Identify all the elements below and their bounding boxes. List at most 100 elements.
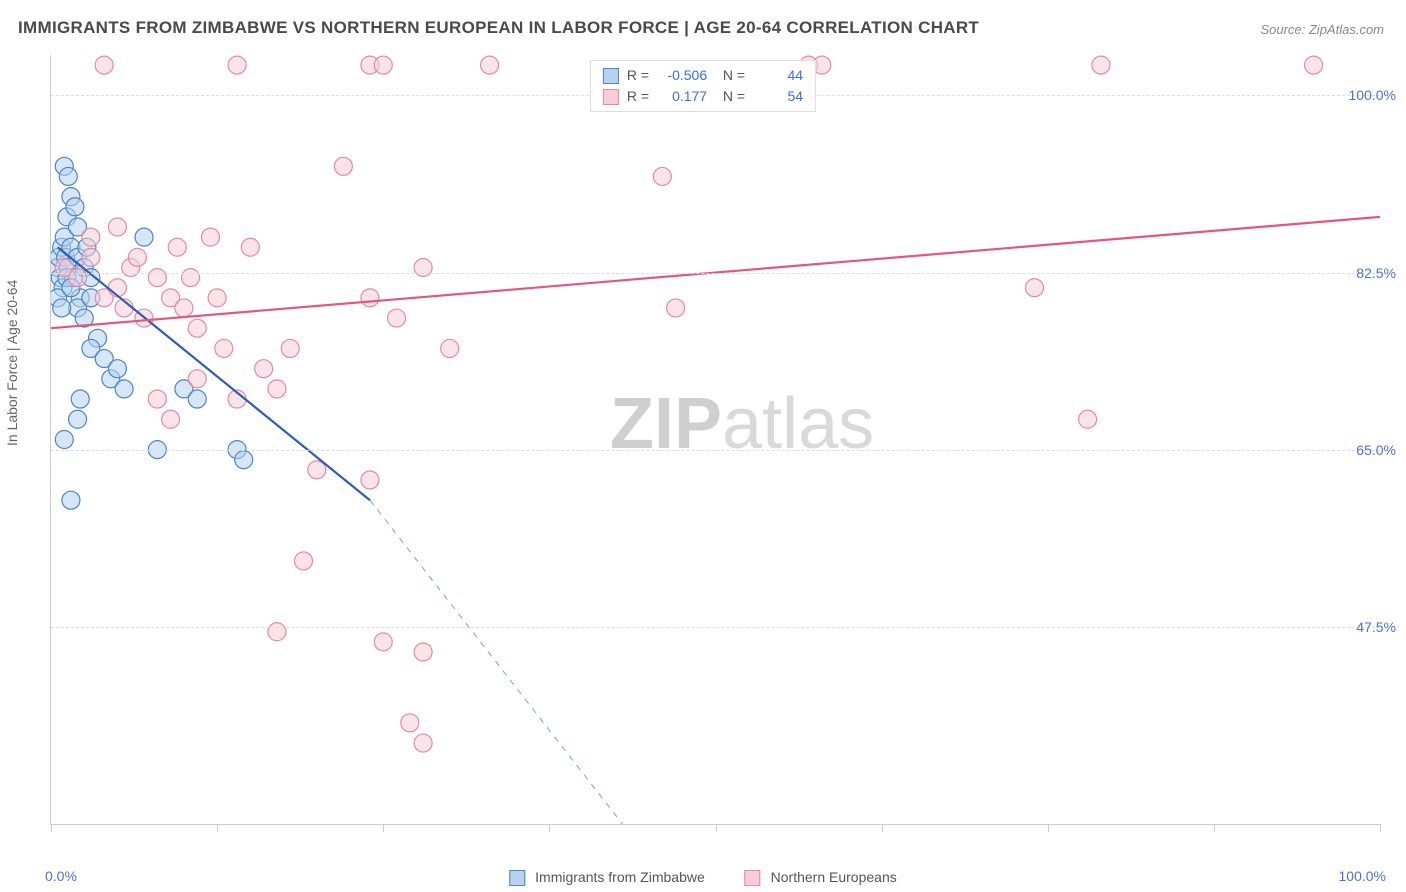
data-point-neuropean xyxy=(414,643,432,661)
stats-r-label: R = xyxy=(627,65,649,86)
data-point-neuropean xyxy=(182,269,200,287)
plot-area: ZIPatlas xyxy=(50,55,1380,825)
x-origin-label: 0.0% xyxy=(45,868,77,884)
legend-label-1: Immigrants from Zimbabwe xyxy=(535,869,705,885)
x-max-label: 100.0% xyxy=(1339,868,1386,884)
data-point-neuropean xyxy=(188,319,206,337)
data-point-zimbabwe xyxy=(53,299,71,317)
data-point-neuropean xyxy=(374,56,392,74)
data-point-neuropean xyxy=(82,228,100,246)
data-point-neuropean xyxy=(69,269,87,287)
data-point-neuropean xyxy=(388,309,406,327)
data-point-neuropean xyxy=(148,390,166,408)
stats-box: R = -0.506 N = 44 R = 0.177 N = 54 xyxy=(590,60,816,112)
data-point-neuropean xyxy=(241,238,259,256)
data-point-neuropean xyxy=(215,339,233,357)
data-point-neuropean xyxy=(175,299,193,317)
xtick xyxy=(1214,824,1215,832)
y-axis-label: In Labor Force | Age 20-64 xyxy=(4,280,20,446)
data-point-neuropean xyxy=(374,633,392,651)
data-point-neuropean xyxy=(208,289,226,307)
legend-item-2: Northern Europeans xyxy=(745,869,897,886)
data-point-zimbabwe xyxy=(235,451,253,469)
data-point-neuropean xyxy=(255,360,273,378)
stats-r-1: -0.506 xyxy=(657,65,707,86)
stats-n-2: 54 xyxy=(753,86,803,107)
data-point-zimbabwe xyxy=(55,431,73,449)
data-point-neuropean xyxy=(268,380,286,398)
data-point-neuropean xyxy=(361,471,379,489)
data-point-neuropean xyxy=(1305,56,1323,74)
data-point-zimbabwe xyxy=(135,228,153,246)
gridline xyxy=(51,450,1380,451)
data-point-neuropean xyxy=(481,56,499,74)
xtick xyxy=(1048,824,1049,832)
legend-bottom: Immigrants from Zimbabwe Northern Europe… xyxy=(509,869,896,886)
data-point-zimbabwe xyxy=(115,380,133,398)
xtick xyxy=(51,824,52,832)
data-point-zimbabwe xyxy=(69,410,87,428)
data-point-neuropean xyxy=(1079,410,1097,428)
data-point-zimbabwe xyxy=(108,360,126,378)
data-point-neuropean xyxy=(653,167,671,185)
source-label: Source: ZipAtlas.com xyxy=(1260,22,1384,37)
chart-container: IMMIGRANTS FROM ZIMBABWE VS NORTHERN EUR… xyxy=(0,0,1406,892)
ytick-label: 47.5% xyxy=(1356,619,1396,635)
legend-swatch-1 xyxy=(509,870,525,886)
data-point-neuropean xyxy=(188,370,206,388)
stats-r-label: R = xyxy=(627,86,649,107)
stats-n-label: N = xyxy=(715,86,745,107)
data-point-neuropean xyxy=(168,238,186,256)
legend-label-2: Northern Europeans xyxy=(771,869,897,885)
stats-n-1: 44 xyxy=(753,65,803,86)
xtick xyxy=(716,824,717,832)
ytick-label: 82.5% xyxy=(1356,265,1396,281)
data-point-neuropean xyxy=(414,258,432,276)
stats-swatch-1 xyxy=(603,68,619,84)
data-point-zimbabwe xyxy=(71,390,89,408)
plot-svg xyxy=(51,55,1380,824)
data-point-neuropean xyxy=(667,299,685,317)
stats-row-1: R = -0.506 N = 44 xyxy=(603,65,803,86)
trend-ext-zimbabwe xyxy=(370,500,623,824)
stats-swatch-2 xyxy=(603,89,619,105)
data-point-neuropean xyxy=(295,552,313,570)
data-point-neuropean xyxy=(401,714,419,732)
data-point-neuropean xyxy=(201,228,219,246)
data-point-neuropean xyxy=(334,157,352,175)
data-point-neuropean xyxy=(281,339,299,357)
stats-n-label: N = xyxy=(715,65,745,86)
xtick xyxy=(1380,824,1381,832)
data-point-neuropean xyxy=(95,56,113,74)
data-point-neuropean xyxy=(1092,56,1110,74)
ytick-label: 100.0% xyxy=(1349,87,1396,103)
data-point-neuropean xyxy=(361,289,379,307)
data-point-neuropean xyxy=(82,248,100,266)
data-point-neuropean xyxy=(1025,279,1043,297)
stats-r-2: 0.177 xyxy=(657,86,707,107)
xtick xyxy=(383,824,384,832)
data-point-neuropean xyxy=(441,339,459,357)
ytick-label: 65.0% xyxy=(1356,442,1396,458)
legend-swatch-2 xyxy=(745,870,761,886)
xtick xyxy=(549,824,550,832)
data-point-neuropean xyxy=(268,623,286,641)
gridline xyxy=(51,273,1380,274)
data-point-neuropean xyxy=(128,248,146,266)
chart-title: IMMIGRANTS FROM ZIMBABWE VS NORTHERN EUR… xyxy=(18,18,979,38)
data-point-zimbabwe xyxy=(62,491,80,509)
xtick xyxy=(217,824,218,832)
data-point-neuropean xyxy=(108,279,126,297)
data-point-zimbabwe xyxy=(188,390,206,408)
data-point-zimbabwe xyxy=(59,167,77,185)
legend-item-1: Immigrants from Zimbabwe xyxy=(509,869,704,886)
gridline xyxy=(51,627,1380,628)
data-point-zimbabwe xyxy=(66,198,84,216)
data-point-neuropean xyxy=(414,734,432,752)
data-point-neuropean xyxy=(162,410,180,428)
data-point-neuropean xyxy=(228,56,246,74)
data-point-neuropean xyxy=(148,269,166,287)
stats-row-2: R = 0.177 N = 54 xyxy=(603,86,803,107)
data-point-neuropean xyxy=(108,218,126,236)
xtick xyxy=(882,824,883,832)
